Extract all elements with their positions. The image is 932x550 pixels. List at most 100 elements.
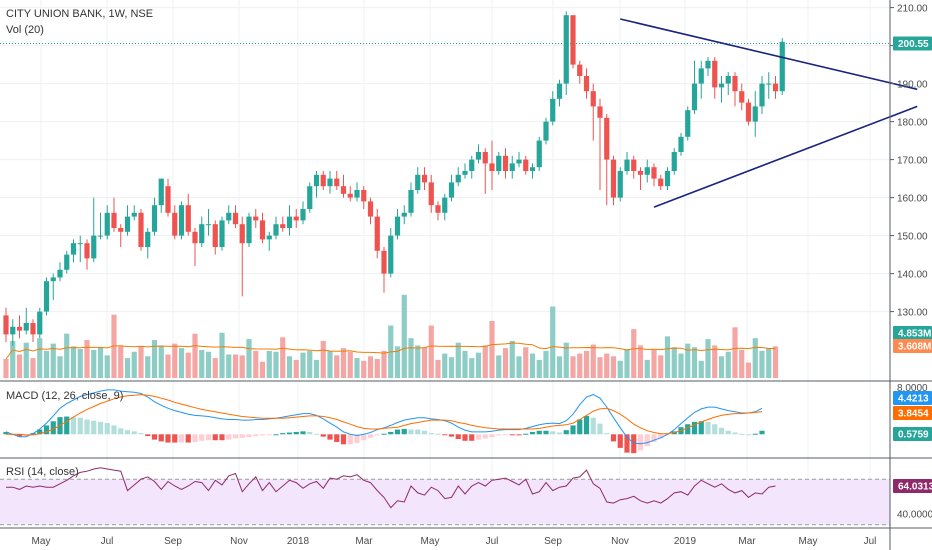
volume-bar[interactable] bbox=[570, 356, 576, 378]
macd-histogram-bar[interactable] bbox=[165, 434, 171, 443]
volume-bar[interactable] bbox=[97, 347, 104, 378]
volume-bar[interactable] bbox=[334, 355, 340, 378]
volume-bar[interactable] bbox=[678, 353, 684, 378]
volume-bar[interactable] bbox=[192, 333, 198, 378]
macd-histogram-bar[interactable] bbox=[246, 434, 252, 438]
volume-bar[interactable] bbox=[104, 355, 110, 378]
candle-body[interactable] bbox=[361, 190, 367, 202]
macd-histogram-bar[interactable] bbox=[435, 433, 441, 435]
candle-body[interactable] bbox=[3, 315, 9, 335]
candle-body[interactable] bbox=[97, 235, 104, 237]
volume-bar[interactable] bbox=[543, 350, 549, 378]
macd-histogram-bar[interactable] bbox=[43, 425, 50, 435]
volume-bar[interactable] bbox=[266, 350, 272, 378]
macd-histogram-bar[interactable] bbox=[192, 434, 198, 442]
candle-body[interactable] bbox=[563, 15, 569, 84]
macd-histogram-bar[interactable] bbox=[523, 433, 529, 435]
macd-histogram-bar[interactable] bbox=[273, 434, 279, 436]
macd-histogram-bar[interactable] bbox=[577, 419, 583, 435]
macd-histogram-bar[interactable] bbox=[725, 430, 731, 435]
volume-bar[interactable] bbox=[232, 354, 239, 378]
candle-body[interactable] bbox=[745, 102, 752, 122]
volume-bar[interactable] bbox=[307, 350, 313, 378]
volume-bar[interactable] bbox=[212, 358, 218, 378]
macd-histogram-bar[interactable] bbox=[388, 431, 394, 435]
volume-bar[interactable] bbox=[651, 349, 657, 378]
macd-histogram-bar[interactable] bbox=[631, 434, 637, 454]
macd-histogram-bar[interactable] bbox=[462, 434, 468, 441]
macd-histogram-bar[interactable] bbox=[37, 429, 43, 435]
macd-histogram-bar[interactable] bbox=[307, 431, 313, 435]
volume-bar[interactable] bbox=[408, 338, 414, 378]
volume-bar[interactable] bbox=[529, 353, 536, 378]
volume-bar[interactable] bbox=[577, 353, 583, 378]
macd-histogram-bar[interactable] bbox=[394, 429, 401, 435]
macd-histogram-bar[interactable] bbox=[712, 424, 718, 435]
candle-body[interactable] bbox=[604, 117, 610, 160]
candle-body[interactable] bbox=[469, 159, 475, 171]
candle-body[interactable] bbox=[172, 212, 178, 236]
candle-body[interactable] bbox=[111, 212, 117, 228]
macd-line[interactable] bbox=[5, 389, 763, 445]
candle-body[interactable] bbox=[219, 220, 225, 247]
volume-bar[interactable] bbox=[64, 333, 70, 378]
volume-bar[interactable] bbox=[502, 348, 509, 378]
candle-body[interactable] bbox=[678, 136, 684, 152]
volume-bar[interactable] bbox=[469, 358, 475, 378]
candle-body[interactable] bbox=[178, 205, 185, 236]
volume-bar[interactable] bbox=[131, 351, 137, 378]
macd-histogram-bar[interactable] bbox=[529, 431, 536, 435]
macd-histogram-bar[interactable] bbox=[3, 431, 9, 435]
candle-body[interactable] bbox=[543, 121, 549, 141]
macd-histogram-bar[interactable] bbox=[624, 434, 630, 453]
macd-histogram-bar[interactable] bbox=[516, 434, 522, 436]
macd-histogram-bar[interactable] bbox=[556, 432, 563, 435]
macd-histogram-bar[interactable] bbox=[361, 434, 367, 441]
volume-bar[interactable] bbox=[691, 347, 698, 378]
candle-body[interactable] bbox=[354, 190, 360, 198]
macd-histogram-bar[interactable] bbox=[178, 434, 185, 443]
candle-body[interactable] bbox=[30, 323, 36, 335]
volume-bar[interactable] bbox=[165, 354, 171, 378]
candle-body[interactable] bbox=[10, 326, 16, 335]
trendline-upper[interactable] bbox=[620, 18, 918, 91]
volume-bar[interactable] bbox=[394, 346, 401, 378]
macd-histogram-bar[interactable] bbox=[300, 431, 306, 435]
candle-body[interactable] bbox=[779, 41, 785, 92]
volume-bar[interactable] bbox=[745, 362, 752, 378]
macd-histogram-bar[interactable] bbox=[111, 425, 117, 435]
volume-bar[interactable] bbox=[16, 354, 23, 378]
candle-body[interactable] bbox=[340, 186, 347, 194]
candle-body[interactable] bbox=[523, 159, 529, 171]
macd-histogram-bar[interactable] bbox=[691, 421, 698, 435]
candle-body[interactable] bbox=[415, 174, 421, 190]
macd-histogram-bar[interactable] bbox=[455, 434, 461, 440]
macd-histogram-bar[interactable] bbox=[644, 434, 650, 447]
macd-histogram-bar[interactable] bbox=[131, 431, 137, 435]
volume-bar[interactable] bbox=[30, 358, 36, 378]
candle-body[interactable] bbox=[259, 220, 266, 240]
volume-bar[interactable] bbox=[442, 353, 448, 378]
volume-bar[interactable] bbox=[10, 340, 16, 378]
macd-histogram-bar[interactable] bbox=[124, 430, 131, 435]
macd-histogram-bar[interactable] bbox=[172, 434, 178, 443]
volume-bar[interactable] bbox=[712, 345, 718, 378]
macd-histogram-bar[interactable] bbox=[212, 434, 218, 441]
macd-histogram-bar[interactable] bbox=[604, 433, 610, 435]
macd-histogram-bar[interactable] bbox=[185, 434, 191, 443]
macd-histogram-bar[interactable] bbox=[583, 415, 590, 435]
macd-histogram-bar[interactable] bbox=[570, 425, 576, 435]
candle-body[interactable] bbox=[158, 178, 164, 206]
candle-body[interactable] bbox=[475, 152, 482, 160]
candle-body[interactable] bbox=[428, 182, 434, 206]
volume-bar[interactable] bbox=[685, 343, 691, 378]
candle-body[interactable] bbox=[151, 205, 158, 232]
macd-histogram-bar[interactable] bbox=[685, 424, 691, 435]
candle-body[interactable] bbox=[550, 98, 556, 122]
macd-histogram-bar[interactable] bbox=[118, 428, 124, 435]
macd-histogram-bar[interactable] bbox=[617, 434, 623, 448]
volume-bar[interactable] bbox=[347, 351, 353, 378]
candle-body[interactable] bbox=[435, 205, 441, 213]
volume-bar[interactable] bbox=[509, 340, 515, 378]
volume-bar[interactable] bbox=[496, 355, 502, 378]
